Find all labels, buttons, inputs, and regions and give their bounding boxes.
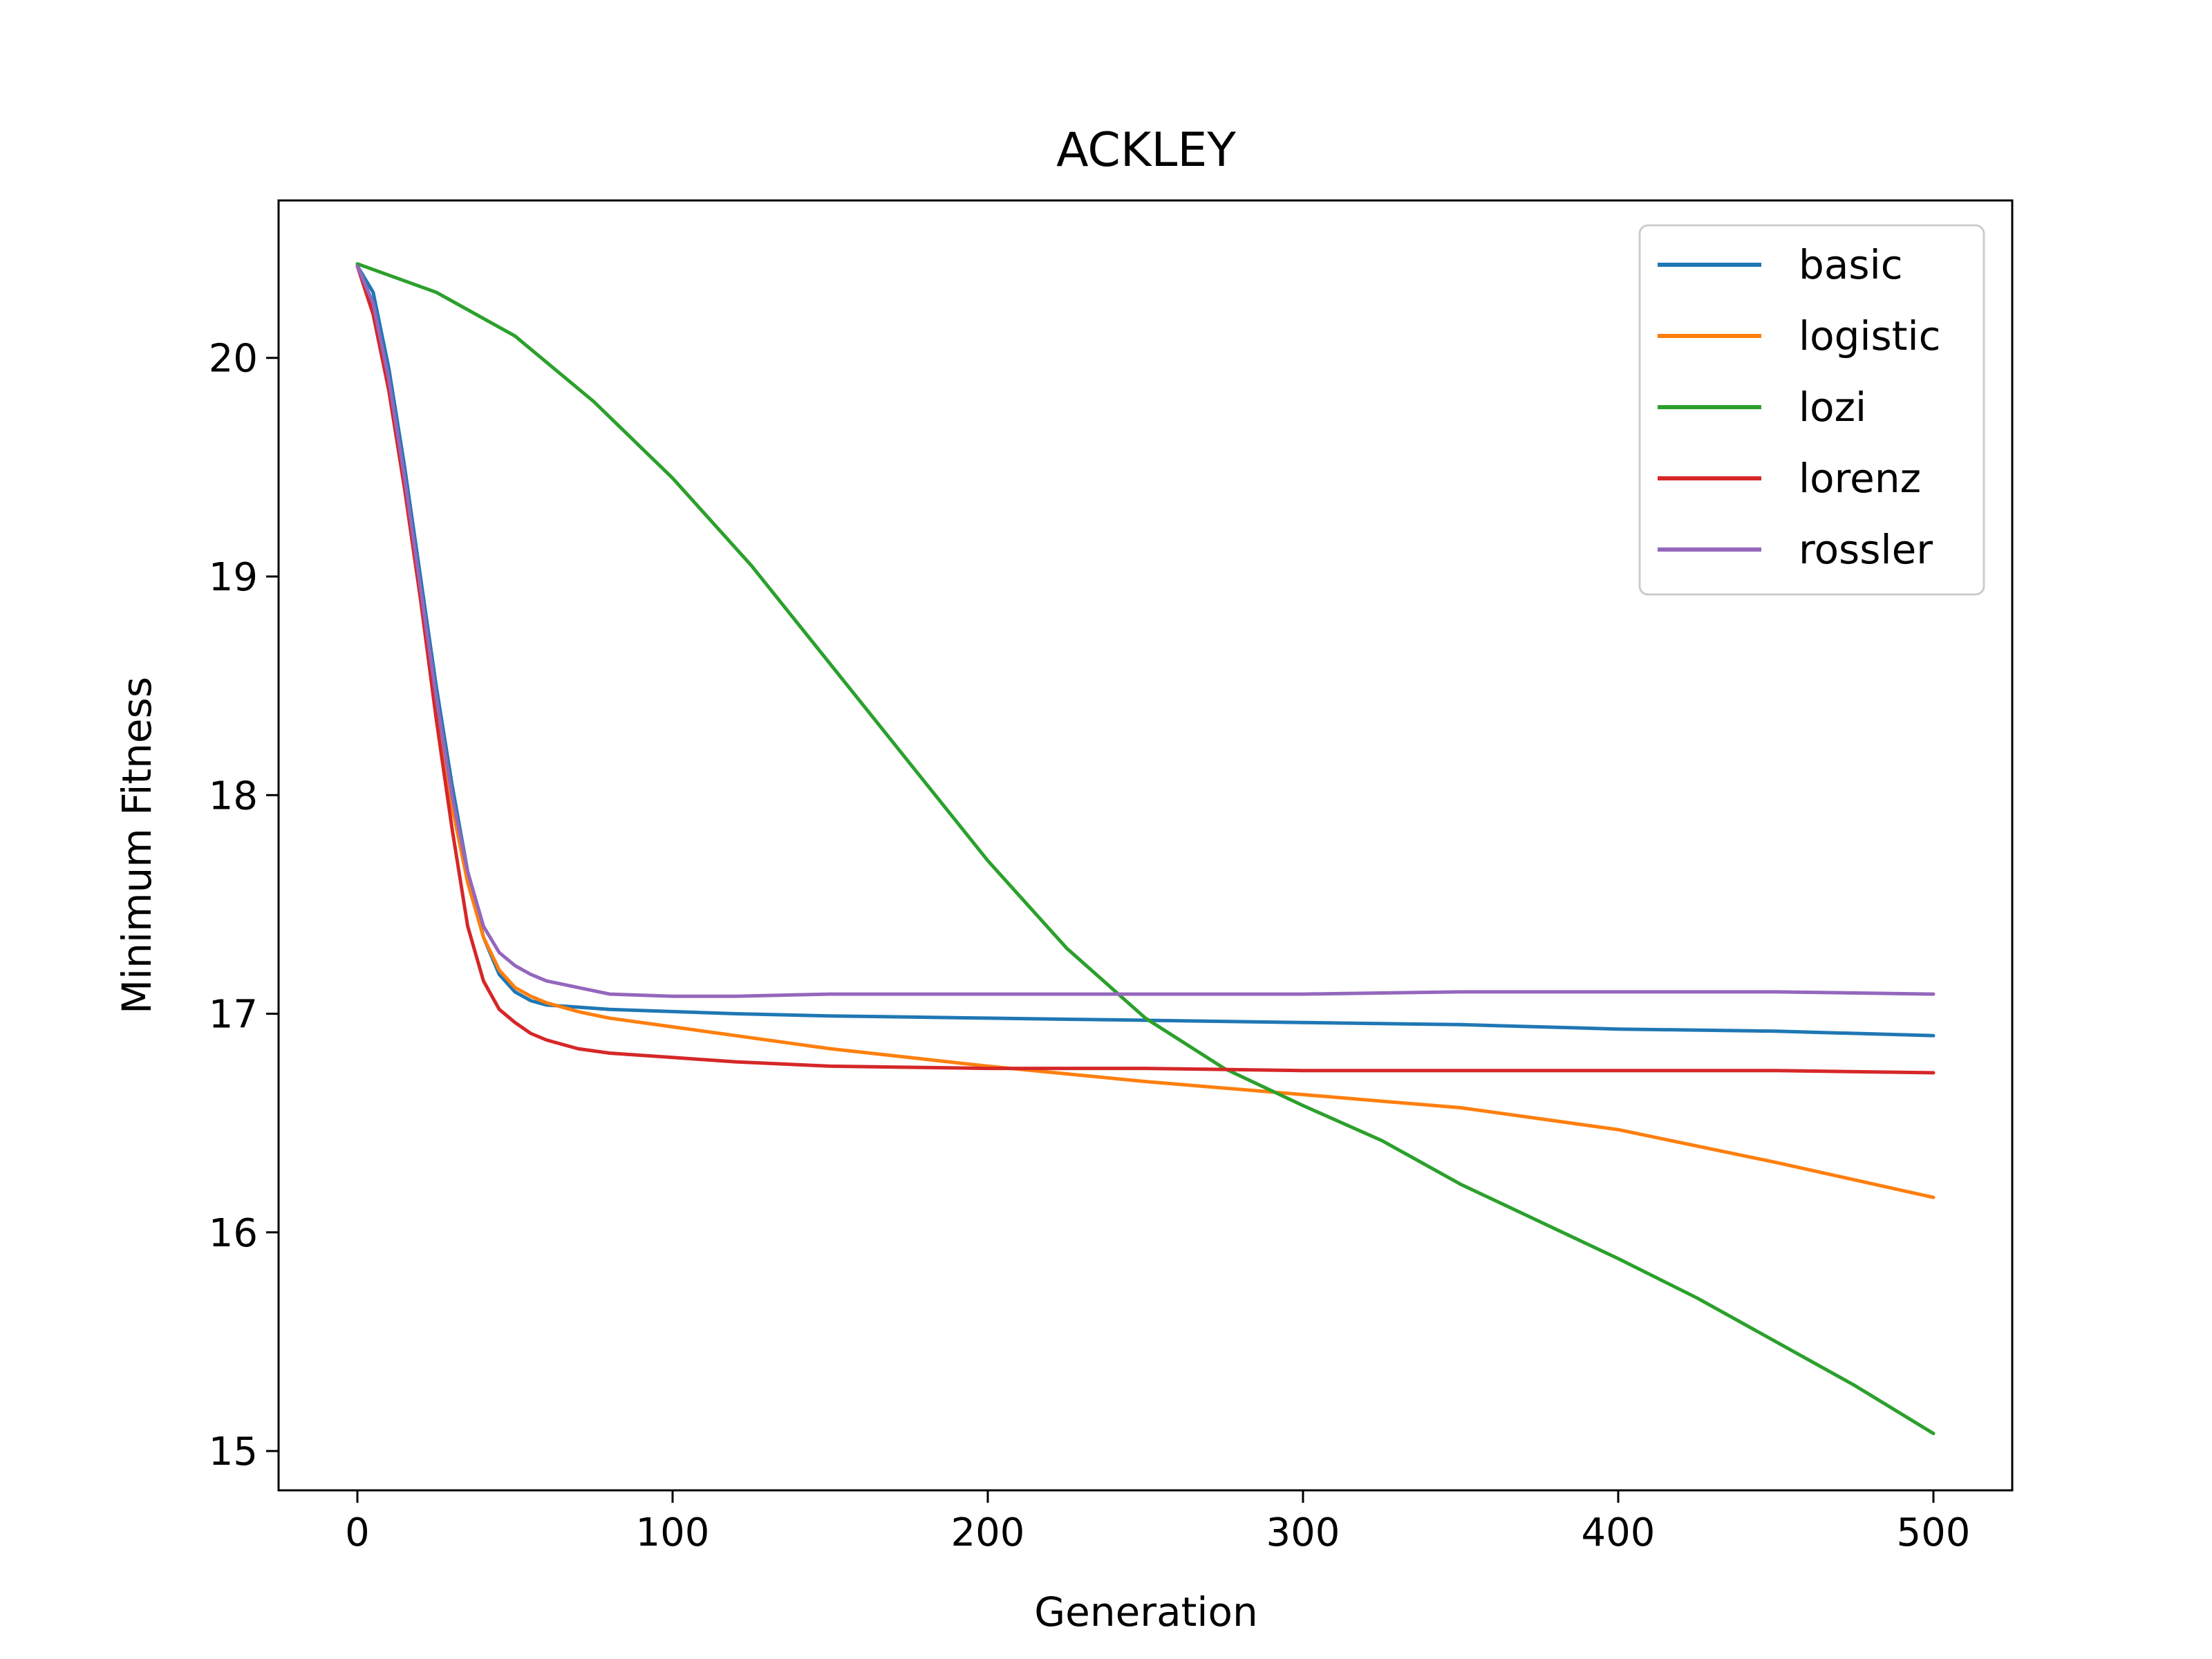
y-tick-label: 17 (209, 993, 258, 1038)
legend-label-logistic: logistic (1799, 312, 1941, 359)
x-tick-label: 200 (951, 1510, 1025, 1555)
x-tick-label: 100 (636, 1510, 710, 1555)
y-axis: 15 16 17 18 19 20 (209, 337, 279, 1474)
y-tick-label: 19 (209, 555, 258, 600)
legend: basic logistic lozi lorenz rossler (1638, 224, 1985, 596)
series-line-rossler (355, 264, 1936, 998)
legend-box (1638, 224, 1985, 596)
legend-label-lozi: lozi (1799, 384, 1866, 431)
x-tick-label: 400 (1582, 1510, 1656, 1555)
plot-lines (355, 262, 1936, 1436)
x-tick-label: 300 (1266, 1510, 1340, 1555)
legend-label-lorenz: lorenz (1799, 455, 1921, 502)
y-tick-label: 15 (209, 1430, 258, 1474)
x-axis: 0 100 200 300 400 500 (345, 1490, 1970, 1555)
legend-label-rossler: rossler (1799, 526, 1933, 573)
plot-frame (277, 199, 2014, 1492)
x-tick-label: 500 (1897, 1510, 1971, 1555)
legend-label-basic: basic (1799, 241, 1903, 288)
chart-title: ACKLEY (1056, 123, 1236, 178)
x-tick-label: 0 (345, 1510, 370, 1555)
x-axis-label: Generation (1034, 1588, 1258, 1635)
y-tick-label: 20 (209, 337, 258, 382)
y-tick-label: 18 (209, 774, 258, 818)
y-tick-label: 16 (209, 1211, 258, 1256)
y-axis-label: Minimum Fitness (113, 677, 160, 1014)
series-line-lozi (355, 262, 1936, 1436)
